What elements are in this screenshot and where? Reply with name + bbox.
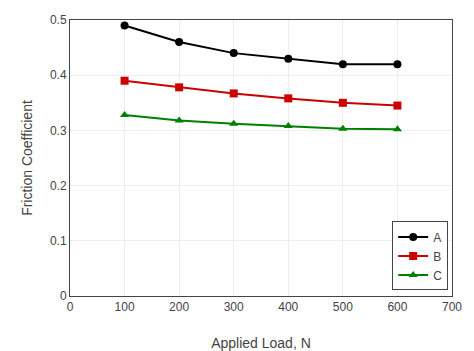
- svg-text:500: 500: [333, 300, 353, 314]
- svg-text:700: 700: [442, 300, 462, 314]
- svg-text:A: A: [433, 231, 441, 245]
- svg-text:0: 0: [60, 289, 67, 303]
- svg-text:0.1: 0.1: [50, 234, 67, 248]
- svg-text:Applied Load, N: Applied Load, N: [211, 335, 311, 351]
- svg-text:200: 200: [169, 300, 189, 314]
- svg-text:100: 100: [115, 300, 135, 314]
- svg-text:400: 400: [278, 300, 298, 314]
- svg-text:C: C: [433, 269, 442, 283]
- svg-text:0.3: 0.3: [50, 124, 67, 138]
- svg-text:300: 300: [224, 300, 244, 314]
- svg-text:B: B: [433, 250, 441, 264]
- svg-text:0: 0: [67, 300, 74, 314]
- svg-text:0.2: 0.2: [50, 179, 67, 193]
- svg-text:Friction Coefficient: Friction Coefficient: [19, 100, 35, 216]
- svg-text:0.5: 0.5: [50, 13, 67, 27]
- svg-text:0.4: 0.4: [50, 68, 67, 82]
- svg-text:600: 600: [387, 300, 407, 314]
